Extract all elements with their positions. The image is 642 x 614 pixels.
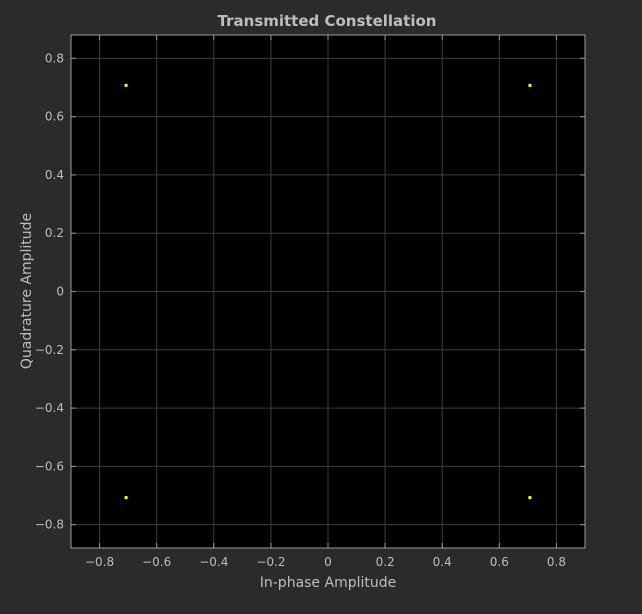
y-tick-label: −0.4: [35, 401, 64, 415]
x-tick-label: 0.4: [433, 555, 452, 569]
grid: [71, 35, 585, 548]
x-tick-label: −0.8: [85, 555, 114, 569]
y-tick-label: 0.2: [45, 226, 64, 240]
x-tick-label: 0.8: [547, 555, 566, 569]
y-tick-label: 0: [56, 285, 64, 299]
y-tick-label: 0.8: [45, 51, 64, 65]
constellation-point: [528, 83, 532, 87]
x-tick-label: 0.2: [376, 555, 395, 569]
data-points: [124, 83, 532, 500]
constellation-point: [124, 496, 128, 500]
y-tick-label: −0.8: [35, 518, 64, 532]
x-axis-label: In-phase Amplitude: [260, 575, 397, 591]
constellation-point: [528, 496, 532, 500]
x-tick-label: −0.2: [256, 555, 285, 569]
x-tick-label: 0.6: [490, 555, 509, 569]
x-tick-label: 0: [324, 555, 332, 569]
y-tick-label: −0.2: [35, 343, 64, 357]
chart-title: Transmitted Constellation: [218, 12, 437, 30]
constellation-point: [124, 83, 128, 87]
y-axis-label: Quadrature Amplitude: [19, 213, 35, 369]
x-tick-label: −0.6: [142, 555, 171, 569]
y-tick-label: 0.6: [45, 110, 64, 124]
y-tick-label: −0.6: [35, 459, 64, 473]
y-tick-label: 0.4: [45, 168, 64, 182]
x-tick-label: −0.4: [199, 555, 228, 569]
axis-ticks: −0.8 −0.6 −0.4 −0.2 0 0.2 0.4 0.6 0.8 −0.8 −0.6 −0.…: [35, 35, 585, 569]
